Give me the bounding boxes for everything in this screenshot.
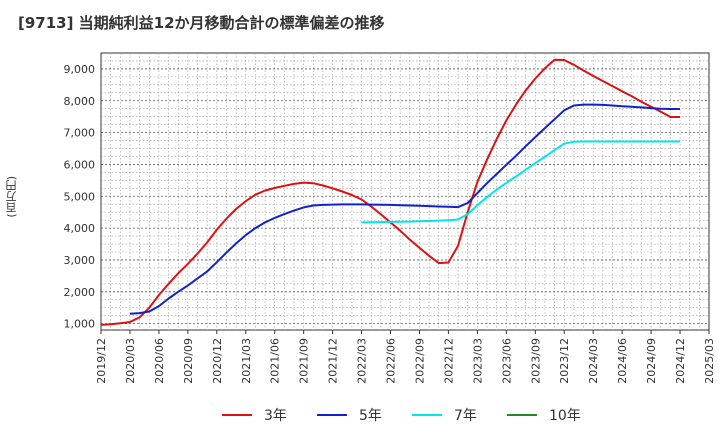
- x-tick-label: 2022/09: [413, 338, 426, 384]
- legend-label: 3年: [264, 408, 287, 424]
- y-tick-label: 6,000: [64, 158, 96, 171]
- legend-swatch: [412, 414, 442, 416]
- x-tick-label: 2023/03: [471, 338, 484, 384]
- x-tick-label: 2024/12: [674, 338, 687, 384]
- series-line-5年: [129, 103, 680, 315]
- x-tick-label: 2020/12: [211, 338, 224, 384]
- y-tick-label: 8,000: [64, 95, 96, 108]
- legend-label: 10年: [549, 408, 581, 424]
- legend-item: 10年: [507, 402, 581, 428]
- x-tick-label: 2020/06: [153, 338, 166, 384]
- plot-frame: [100, 52, 710, 331]
- x-tick-label: 2021/12: [327, 338, 340, 384]
- x-tick-label: 2022/03: [356, 338, 369, 384]
- axes: 1,000 2,000 3,000 4,000 5,000 6,000 7,000 8,000…: [64, 63, 717, 384]
- chart-title: [9713] 当期純利益12か月移動合計の標準偏差の推移: [18, 14, 385, 32]
- x-tick-label: 2020/09: [182, 338, 195, 384]
- legend-item: 3年: [222, 402, 287, 428]
- legend-swatch: [222, 414, 252, 416]
- x-tick-label: 2021/03: [240, 338, 253, 384]
- x-tick-label: 2020/03: [124, 338, 137, 384]
- x-tick-label: 2021/06: [269, 338, 282, 384]
- x-tick-label: 2023/12: [558, 338, 571, 384]
- legend-swatch: [317, 414, 347, 416]
- legend-item: 7年: [412, 402, 477, 428]
- legend-item: 5年: [317, 402, 382, 428]
- x-tick-label: 2022/12: [442, 338, 455, 384]
- y-tick-label: 1,000: [64, 318, 96, 331]
- legend-label: 5年: [359, 408, 382, 424]
- x-tick-label: 2022/06: [385, 338, 398, 384]
- y-tick-label: 3,000: [64, 254, 96, 267]
- x-tick-label: 2024/03: [587, 338, 600, 384]
- y-tick-label: 9,000: [64, 63, 96, 76]
- x-tick-label: 2024/09: [645, 338, 658, 384]
- legend: 3年 5年 7年 10年: [0, 402, 720, 428]
- legend-label: 7年: [454, 408, 477, 424]
- y-tick-label: 4,000: [64, 222, 96, 235]
- x-tick-label: 2021/09: [298, 338, 311, 384]
- y-tick-label: 7,000: [64, 127, 96, 140]
- legend-swatch: [507, 414, 537, 416]
- series-line-7年: [361, 140, 680, 224]
- x-tick-label: 2025/03: [703, 338, 716, 384]
- grid: [100, 52, 710, 331]
- x-tick-label: 2019/12: [95, 338, 108, 384]
- y-tick-label: 2,000: [64, 286, 96, 299]
- x-tick-label: 2024/06: [616, 338, 629, 384]
- series-lines: [100, 58, 680, 326]
- y-tick-label: 5,000: [64, 190, 96, 203]
- x-tick-label: 2023/06: [500, 338, 513, 384]
- x-tick-label: 2023/09: [529, 338, 542, 384]
